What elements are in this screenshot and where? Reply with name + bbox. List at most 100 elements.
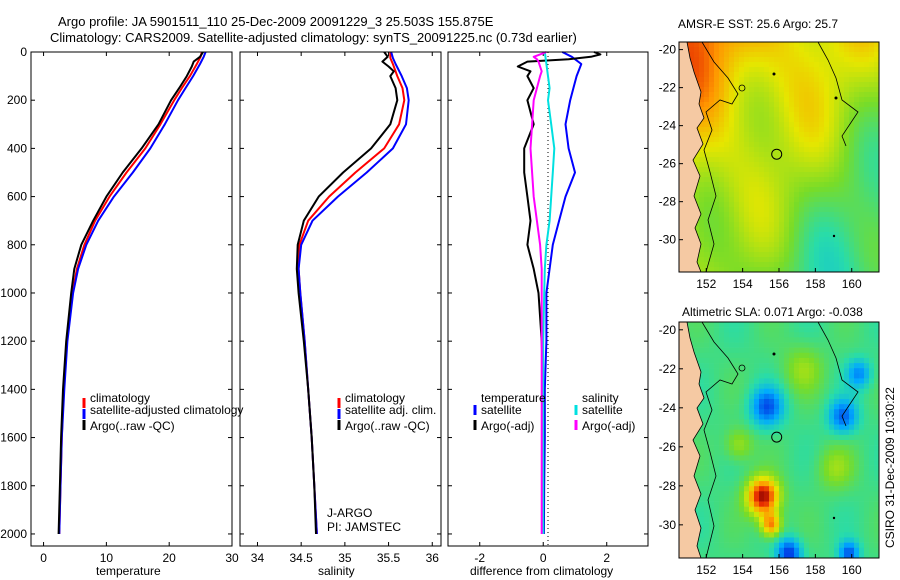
heatmap-cell — [749, 252, 755, 258]
heatmap-cell — [864, 47, 870, 53]
heatmap-cell — [829, 57, 835, 63]
heatmap-cell — [749, 322, 755, 328]
heatmap-cell — [874, 445, 879, 451]
heatmap-cell — [774, 327, 780, 333]
heatmap-cell — [749, 465, 755, 472]
heatmap-cell — [849, 202, 855, 208]
heatmap-cell — [824, 455, 830, 461]
heatmap-cell — [759, 42, 765, 48]
heatmap-cell — [749, 440, 755, 446]
heatmap-cell — [704, 547, 710, 554]
heatmap-cell — [839, 167, 845, 173]
heatmap-cell — [764, 501, 770, 507]
heatmap-cell — [874, 552, 879, 558]
heatmap-cell — [769, 501, 775, 507]
heatmap-cell — [719, 62, 725, 68]
heatmap-cell — [764, 177, 770, 183]
heatmap-cell — [779, 496, 785, 502]
heatmap-cell — [779, 87, 785, 93]
heatmap-cell — [859, 42, 865, 48]
heatmap-cell — [749, 419, 755, 425]
heatmap-cell — [809, 434, 815, 441]
heatmap-cell — [759, 496, 765, 502]
heatmap-cell — [729, 475, 735, 482]
heatmap-cell — [734, 42, 740, 48]
heatmap-cell — [859, 97, 865, 103]
heatmap-cell — [784, 227, 790, 233]
temperature-series — [57, 51, 207, 535]
heatmap-cell — [699, 378, 705, 384]
heatmap-cell — [869, 222, 875, 228]
heatmap-cell — [844, 87, 850, 93]
heatmap-cell — [864, 237, 870, 243]
heatmap-cell — [699, 227, 705, 233]
heatmap-cell — [764, 542, 770, 549]
heatmap-cell — [819, 262, 825, 268]
heatmap-cell — [789, 172, 795, 178]
heatmap-cell — [814, 47, 820, 53]
heatmap-cell — [704, 217, 710, 223]
heatmap-cell — [809, 177, 815, 183]
heatmap-cell — [769, 167, 775, 173]
heatmap-cell — [839, 322, 845, 328]
heatmap-cell — [694, 67, 700, 73]
heatmap-cell — [709, 460, 715, 466]
heatmap-cell — [804, 440, 810, 446]
heatmap-cell — [864, 388, 870, 395]
heatmap-cell — [784, 537, 790, 543]
heatmap-cell — [729, 177, 735, 183]
heatmap-cell — [749, 460, 755, 466]
heatmap-cell — [689, 47, 695, 53]
lon-tick-label: 156 — [769, 563, 789, 577]
heatmap-cell — [764, 82, 770, 88]
heatmap-cell — [749, 92, 755, 98]
heatmap-cell — [714, 363, 720, 369]
heatmap-cell — [864, 147, 870, 153]
heatmap-cell — [709, 202, 715, 208]
heatmap-cell — [804, 450, 810, 456]
heatmap-cell — [719, 322, 725, 328]
heatmap-cell — [789, 252, 795, 258]
heatmap-cell — [744, 409, 750, 415]
heatmap-cell — [874, 511, 879, 518]
heatmap-cell — [699, 496, 705, 502]
heatmap-cell — [699, 242, 705, 248]
heatmap-cell — [859, 172, 865, 178]
heatmap-cell — [854, 247, 860, 253]
heatmap-cell — [824, 147, 830, 153]
heatmap-cell — [714, 267, 720, 272]
heatmap-cell — [844, 217, 850, 223]
heatmap-cell — [754, 542, 760, 549]
heatmap-cell — [749, 147, 755, 153]
heatmap-cell — [874, 347, 879, 354]
heatmap-cell — [834, 404, 840, 410]
heatmap-cell — [814, 97, 820, 103]
heatmap-cell — [799, 378, 805, 384]
heatmap-cell — [814, 434, 820, 441]
heatmap-cell — [799, 363, 805, 369]
heatmap-cell — [829, 501, 835, 507]
heatmap-cell — [754, 460, 760, 466]
heatmap-cell — [784, 450, 790, 456]
heatmap-cell — [819, 122, 825, 128]
heatmap-cell — [784, 202, 790, 208]
heatmap-cell — [829, 506, 835, 513]
heatmap-cell — [704, 532, 710, 538]
heatmap-cell — [874, 117, 879, 123]
heatmap-cell — [709, 152, 715, 158]
heatmap-cell — [794, 242, 800, 248]
heatmap-cell — [734, 202, 740, 208]
heatmap-cell — [869, 257, 875, 263]
heatmap-cell — [809, 445, 815, 451]
heatmap-cell — [784, 57, 790, 63]
heatmap-cell — [859, 47, 865, 53]
heatmap-cell — [759, 252, 765, 258]
heatmap-cell — [719, 552, 725, 558]
heatmap-cell — [749, 112, 755, 118]
heatmap-cell — [779, 450, 785, 456]
heatmap-cell — [829, 117, 835, 123]
heatmap-cell — [744, 122, 750, 128]
heatmap-cell — [774, 132, 780, 138]
heatmap-cell — [854, 147, 860, 153]
heatmap-cell — [829, 52, 835, 58]
